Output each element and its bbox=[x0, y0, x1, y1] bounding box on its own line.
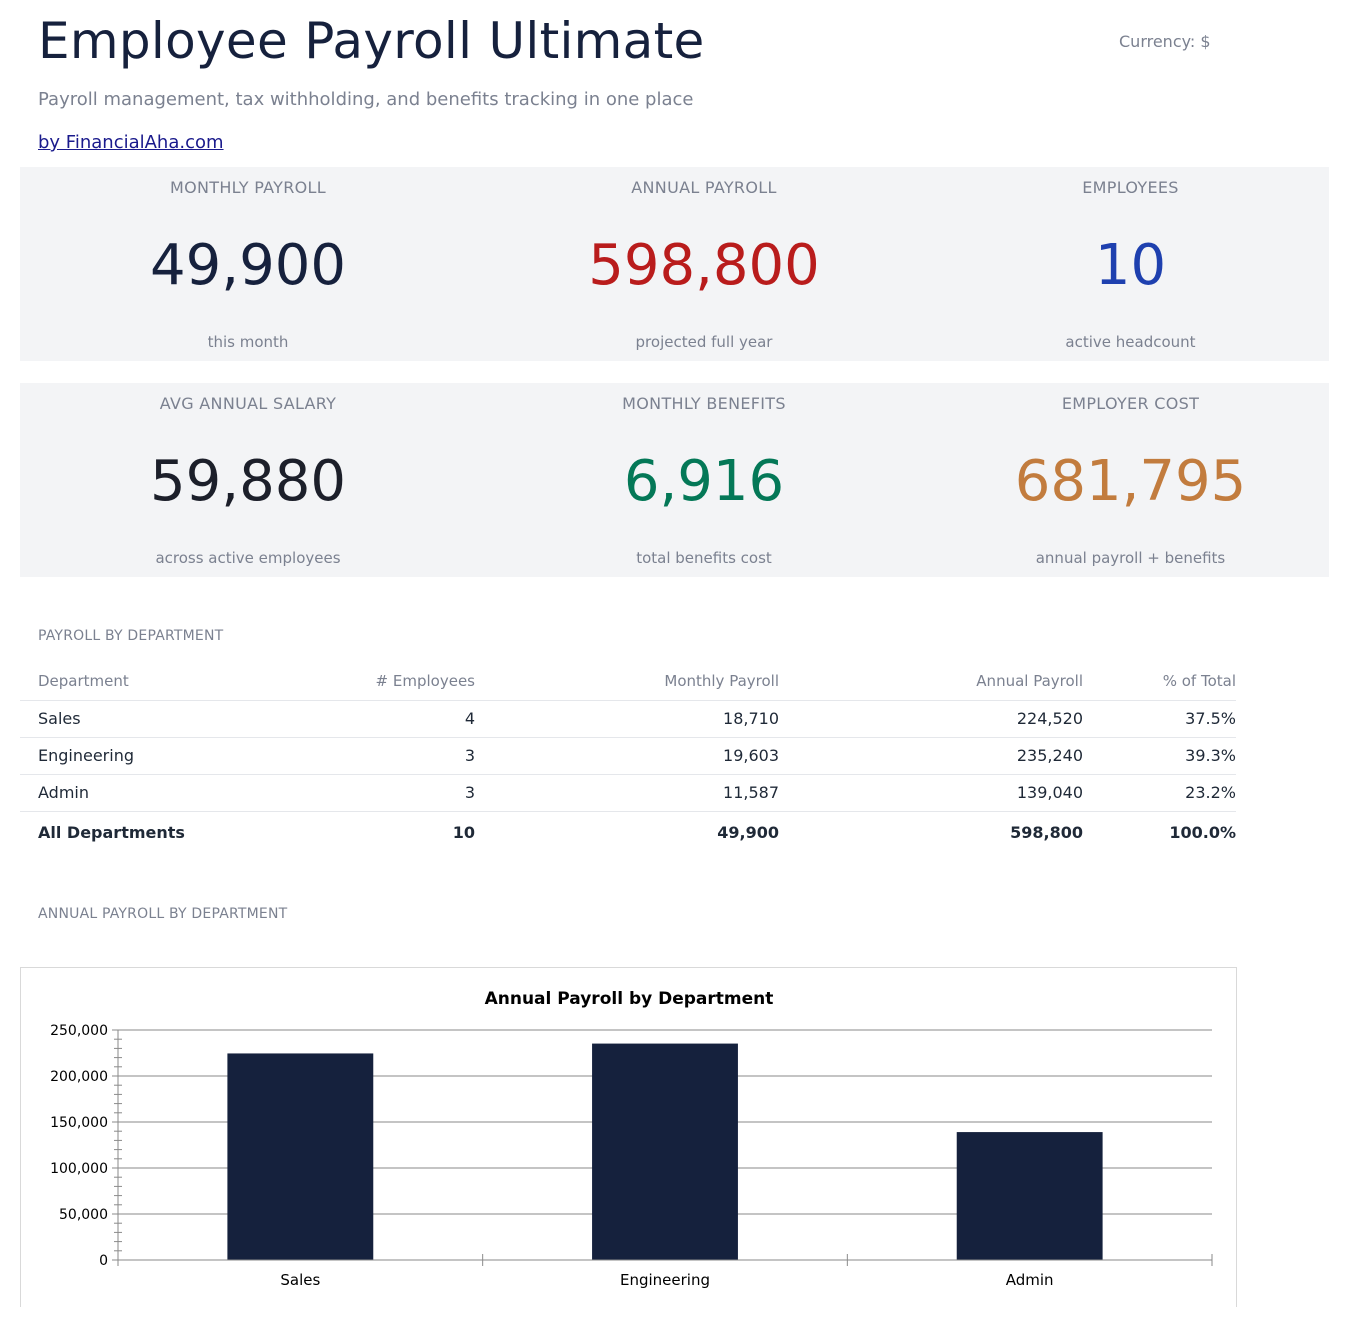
kpi-label: EMPLOYEES bbox=[1082, 178, 1179, 197]
page-title: Employee Payroll Ultimate bbox=[38, 12, 705, 70]
col-header-employees: # Employees bbox=[270, 662, 475, 701]
col-header-monthly: Monthly Payroll bbox=[475, 662, 779, 701]
kpi-caption: projected full year bbox=[635, 333, 773, 351]
total-percent: 100.0% bbox=[1083, 810, 1236, 854]
kpi-row-primary: MONTHLY PAYROLL 49,900 this month ANNUAL… bbox=[20, 167, 1329, 361]
kpi-monthly-benefits: MONTHLY BENEFITS 6,916 total benefits co… bbox=[476, 383, 932, 577]
chart-axes bbox=[112, 1029, 1213, 1266]
chart-title: Annual Payroll by Department bbox=[485, 989, 774, 1009]
chart-x-tick-labels: Sales Engineering Admin bbox=[280, 1271, 1053, 1289]
department-table: Department # Employees Monthly Payroll A… bbox=[20, 662, 1236, 854]
cell-employees: 3 bbox=[270, 774, 475, 812]
cell-annual: 235,240 bbox=[779, 737, 1083, 775]
cell-percent: 23.2% bbox=[1083, 774, 1236, 812]
kpi-label: MONTHLY PAYROLL bbox=[170, 178, 326, 197]
kpi-employer-cost: EMPLOYER COST 681,795 annual payroll + b… bbox=[932, 383, 1329, 577]
kpi-caption: across active employees bbox=[155, 549, 341, 567]
cell-monthly: 11,587 bbox=[475, 774, 779, 812]
kpi-employees: EMPLOYEES 10 active headcount bbox=[932, 167, 1329, 361]
kpi-caption: active headcount bbox=[1065, 333, 1196, 351]
kpi-value: 598,800 bbox=[588, 233, 820, 298]
x-tick-label: Sales bbox=[280, 1271, 320, 1289]
kpi-label: ANNUAL PAYROLL bbox=[631, 178, 777, 197]
cell-monthly: 19,603 bbox=[475, 737, 779, 775]
kpi-label: MONTHLY BENEFITS bbox=[622, 394, 786, 413]
kpi-monthly-payroll: MONTHLY PAYROLL 49,900 this month bbox=[20, 167, 476, 361]
table-row: Engineering 3 19,603 235,240 39.3% bbox=[20, 737, 1236, 775]
dept-section-label: PAYROLL BY DEPARTMENT bbox=[38, 628, 224, 644]
table-total-row: All Departments 10 49,900 598,800 100.0% bbox=[20, 810, 1236, 854]
kpi-value: 681,795 bbox=[1014, 449, 1247, 514]
cell-employees: 3 bbox=[270, 737, 475, 775]
table-header-row: Department # Employees Monthly Payroll A… bbox=[20, 662, 1236, 701]
cell-percent: 39.3% bbox=[1083, 737, 1236, 775]
cell-percent: 37.5% bbox=[1083, 700, 1236, 738]
table-row: Sales 4 18,710 224,520 37.5% bbox=[20, 700, 1236, 738]
col-header-department: Department bbox=[20, 662, 270, 701]
currency-indicator: Currency: $ bbox=[1119, 32, 1211, 51]
cell-annual: 224,520 bbox=[779, 700, 1083, 738]
total-employees: 10 bbox=[270, 810, 475, 854]
kpi-avg-salary: AVG ANNUAL SALARY 59,880 across active e… bbox=[20, 383, 476, 577]
y-tick-label: 200,000 bbox=[50, 1069, 108, 1085]
y-tick-label: 50,000 bbox=[59, 1207, 108, 1223]
kpi-label: EMPLOYER COST bbox=[1061, 394, 1200, 413]
total-monthly: 49,900 bbox=[475, 810, 779, 854]
chart-section-label: ANNUAL PAYROLL BY DEPARTMENT bbox=[38, 906, 288, 922]
total-department: All Departments bbox=[20, 810, 270, 854]
total-annual: 598,800 bbox=[779, 810, 1083, 854]
kpi-label: AVG ANNUAL SALARY bbox=[159, 394, 337, 413]
y-tick-label: 0 bbox=[99, 1253, 108, 1269]
x-tick-label: Engineering bbox=[620, 1271, 710, 1289]
kpi-caption: total benefits cost bbox=[636, 549, 772, 567]
annual-payroll-chart: Annual Payroll by Department 0 50,000 100,… bbox=[20, 967, 1237, 1307]
cell-department: Admin bbox=[20, 774, 270, 812]
chart-bars bbox=[227, 1043, 1103, 1260]
chart-bar bbox=[227, 1053, 374, 1260]
kpi-value: 10 bbox=[1094, 233, 1167, 298]
kpi-annual-payroll: ANNUAL PAYROLL 598,800 projected full ye… bbox=[476, 167, 932, 361]
cell-annual: 139,040 bbox=[779, 774, 1083, 812]
y-tick-label: 100,000 bbox=[50, 1161, 108, 1177]
kpi-value: 49,900 bbox=[150, 233, 346, 298]
kpi-row-secondary: AVG ANNUAL SALARY 59,880 across active e… bbox=[20, 383, 1329, 577]
kpi-caption: this month bbox=[207, 333, 289, 351]
col-header-percent: % of Total bbox=[1083, 662, 1236, 701]
table-row: Admin 3 11,587 139,040 23.2% bbox=[20, 774, 1236, 812]
kpi-value: 59,880 bbox=[150, 449, 346, 514]
chart-y-tick-labels: 0 50,000 100,000 150,000 200,000 250,000 bbox=[50, 1023, 108, 1269]
chart-bar bbox=[956, 1132, 1103, 1260]
cell-department: Sales bbox=[20, 700, 270, 738]
y-tick-label: 150,000 bbox=[50, 1115, 108, 1131]
byline-link[interactable]: by FinancialAha.com bbox=[38, 132, 224, 153]
kpi-caption: annual payroll + benefits bbox=[1035, 549, 1226, 567]
cell-employees: 4 bbox=[270, 700, 475, 738]
chart-bar bbox=[592, 1043, 738, 1260]
page-subtitle: Payroll management, tax withholding, and… bbox=[38, 89, 694, 110]
chart-canvas: Annual Payroll by Department 0 50,000 100,… bbox=[50, 989, 1213, 1289]
x-tick-label: Admin bbox=[1006, 1271, 1054, 1289]
cell-department: Engineering bbox=[20, 737, 270, 775]
y-tick-label: 250,000 bbox=[50, 1023, 108, 1039]
col-header-annual: Annual Payroll bbox=[779, 662, 1083, 701]
kpi-value: 6,916 bbox=[623, 449, 785, 514]
cell-monthly: 18,710 bbox=[475, 700, 779, 738]
